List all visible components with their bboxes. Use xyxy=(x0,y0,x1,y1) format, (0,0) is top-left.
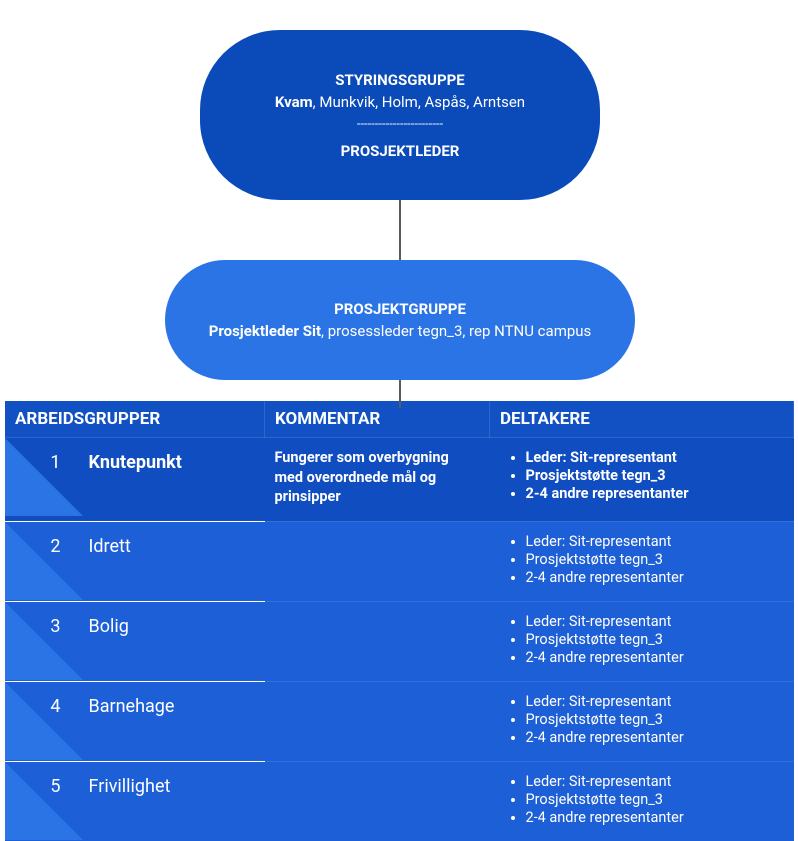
project-group-title: PROSJEKTGRUPPE xyxy=(205,300,595,318)
deltakere-list: Leder: Sit-representantProsjektstøtte te… xyxy=(500,693,784,746)
table-row: 5 Frivillighet Leder: Sit-representantPros… xyxy=(5,761,794,841)
cell-name: 4 Barnehage xyxy=(5,681,265,761)
steering-group-title: STYRINGSGRUPPE xyxy=(240,71,560,89)
deltakere-list: Leder: Sit-representantProsjektstøtte te… xyxy=(500,533,784,586)
steering-group-members-rest: , Munkvik, Holm, Aspås, Arntsen xyxy=(313,93,525,111)
deltakere-item: Leder: Sit-representant xyxy=(526,613,784,630)
group-name: Bolig xyxy=(89,614,129,637)
deltakere-item: Prosjektstøtte tegn_3 xyxy=(526,551,784,568)
project-group-members: Prosjektleder Sit, prosessleder tegn_3, … xyxy=(205,322,595,340)
cell-kommentar: Fungerer som overbygning med overordnede… xyxy=(265,438,490,522)
cell-kommentar xyxy=(265,601,490,681)
project-group-node: PROSJEKTGRUPPE Prosjektleder Sit, proses… xyxy=(165,260,635,380)
steering-group-node: STYRINGSGRUPPE Kvam, Munkvik, Holm, Aspå… xyxy=(200,30,600,200)
header-kommentar: KOMMENTAR xyxy=(265,401,490,438)
deltakere-item: Leder: Sit-representant xyxy=(526,693,784,710)
row-number: 4 xyxy=(25,694,61,717)
table-row: 4 Barnehage Leder: Sit-representantProsjek… xyxy=(5,681,794,761)
project-group-members-rest: , prosessleder tegn_3, rep NTNU campus xyxy=(321,322,591,340)
cell-kommentar xyxy=(265,521,490,601)
deltakere-item: Prosjektstøtte tegn_3 xyxy=(526,711,784,728)
deltakere-item: Leder: Sit-representant xyxy=(526,533,784,550)
workgroups-table: ARBEIDSGRUPPER KOMMENTAR DELTAKERE 1 Knut… xyxy=(4,400,794,841)
project-leader-title: PROSJEKTLEDER xyxy=(240,142,560,160)
group-name: Frivillighet xyxy=(89,774,171,797)
deltakere-item: 2-4 andre representanter xyxy=(526,729,784,746)
deltakere-item: 2-4 andre representanter xyxy=(526,485,784,502)
deltakere-item: Prosjektstøtte tegn_3 xyxy=(526,631,784,648)
cell-name: 3 Bolig xyxy=(5,601,265,681)
cell-name: 5 Frivillighet xyxy=(5,761,265,841)
deltakere-item: Leder: Sit-representant xyxy=(526,449,784,466)
cell-deltakere: Leder: Sit-representantProsjektstøtte te… xyxy=(490,681,794,761)
connector-mid-table xyxy=(399,380,401,408)
project-group-members-lead: Prosjektleder Sit xyxy=(209,322,321,340)
top-node-area: STYRINGSGRUPPE Kvam, Munkvik, Holm, Aspå… xyxy=(0,0,798,200)
row-number: 3 xyxy=(25,614,61,637)
row-number: 2 xyxy=(25,534,61,557)
deltakere-item: 2-4 andre representanter xyxy=(526,809,784,826)
org-diagram: STYRINGSGRUPPE Kvam, Munkvik, Holm, Aspå… xyxy=(0,0,798,841)
row-number: 1 xyxy=(25,450,61,473)
header-deltakere: DELTAKERE xyxy=(490,401,794,438)
cell-name: 2 Idrett xyxy=(5,521,265,601)
deltakere-item: 2-4 andre representanter xyxy=(526,569,784,586)
deltakere-item: Leder: Sit-representant xyxy=(526,773,784,790)
cell-deltakere: Leder: Sit-representantProsjektstøtte te… xyxy=(490,601,794,681)
deltakere-item: Prosjektstøtte tegn_3 xyxy=(526,467,784,484)
mid-node-area: PROSJEKTGRUPPE Prosjektleder Sit, proses… xyxy=(0,200,798,400)
deltakere-item: Prosjektstøtte tegn_3 xyxy=(526,791,784,808)
group-name: Idrett xyxy=(89,534,131,557)
table-row: 1 Knutepunkt Fungerer som overbygning med … xyxy=(5,438,794,522)
table-row: 2 Idrett Leder: Sit-representantProsjektst… xyxy=(5,521,794,601)
divider-dashes: ------------------------ xyxy=(240,117,560,132)
row-number: 5 xyxy=(25,774,61,797)
steering-group-members: Kvam, Munkvik, Holm, Aspås, Arntsen xyxy=(240,93,560,111)
deltakere-list: Leder: Sit-representantProsjektstøtte te… xyxy=(500,449,784,502)
group-name: Barnehage xyxy=(89,694,175,717)
cell-deltakere: Leder: Sit-representantProsjektstøtte te… xyxy=(490,761,794,841)
cell-deltakere: Leder: Sit-representantProsjektstøtte te… xyxy=(490,438,794,522)
cell-deltakere: Leder: Sit-representantProsjektstøtte te… xyxy=(490,521,794,601)
connector-top-mid xyxy=(399,200,401,260)
cell-kommentar xyxy=(265,681,490,761)
kommentar-text: Fungerer som overbygning med overordnede… xyxy=(275,448,480,507)
header-arbeidsgrupper: ARBEIDSGRUPPER xyxy=(5,401,265,438)
steering-group-members-lead: Kvam xyxy=(275,93,313,111)
cell-kommentar xyxy=(265,761,490,841)
cell-name: 1 Knutepunkt xyxy=(5,438,265,522)
deltakere-list: Leder: Sit-representantProsjektstøtte te… xyxy=(500,613,784,666)
group-name: Knutepunkt xyxy=(89,450,182,473)
table-row: 3 Bolig Leder: Sit-representantProsjektstø… xyxy=(5,601,794,681)
deltakere-item: 2-4 andre representanter xyxy=(526,649,784,666)
table-body: 1 Knutepunkt Fungerer som overbygning med … xyxy=(5,438,794,841)
